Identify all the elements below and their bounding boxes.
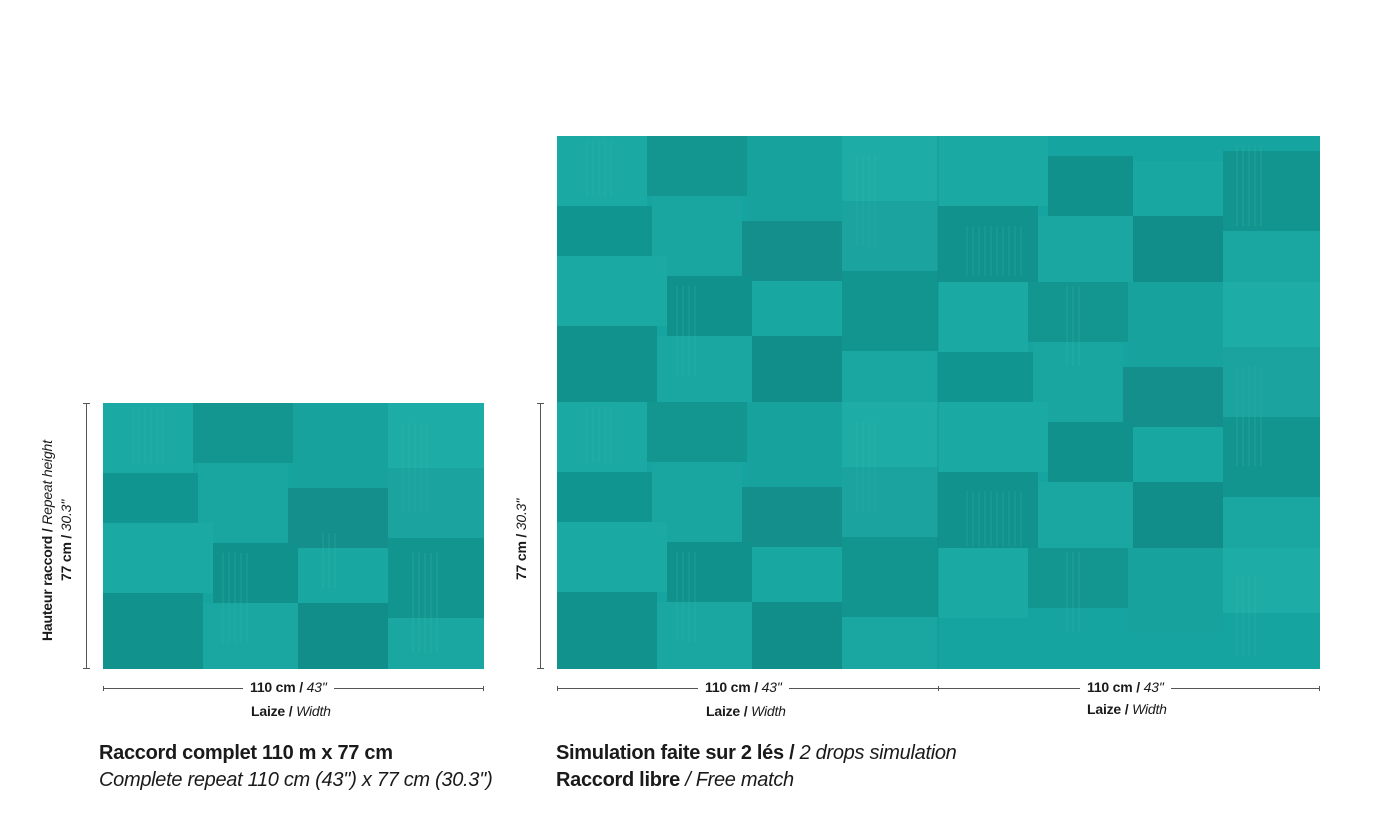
repeat-caption-fr: Raccord complet 110 m x 77 cm [99, 742, 393, 764]
simulation-height-line [537, 403, 544, 669]
wallpaper-pattern [103, 403, 484, 669]
repeat-height-line [83, 403, 90, 669]
repeat-swatch [103, 403, 484, 669]
drop2-width-value: 110 cm / 43'' [1080, 679, 1171, 695]
repeat-width-label: Laize / Width [251, 703, 331, 719]
wallpaper-pattern-simulation [557, 136, 1320, 669]
repeat-caption: Raccord complet 110 m x 77 cm Complete r… [99, 740, 493, 794]
repeat-caption-en: Complete repeat 110 cm (43'') x 77 cm (3… [99, 769, 493, 791]
simulation-height-label: 77 cm / 30.3'' [513, 498, 529, 580]
drop1-width-label: Laize / Width [706, 703, 786, 719]
simulation-caption: Simulation faite sur 2 lés / 2 drops sim… [556, 742, 957, 791]
repeat-width-value: 110 cm / 43'' [243, 679, 334, 695]
drop1-width-value: 110 cm / 43'' [698, 679, 789, 695]
simulation-swatch [557, 136, 1320, 669]
repeat-height-label: Hauteur raccord / Repeat height 77 cm / … [39, 440, 74, 641]
drop1-width-line [557, 686, 1320, 691]
drop2-width-label: Laize / Width [1087, 701, 1167, 717]
